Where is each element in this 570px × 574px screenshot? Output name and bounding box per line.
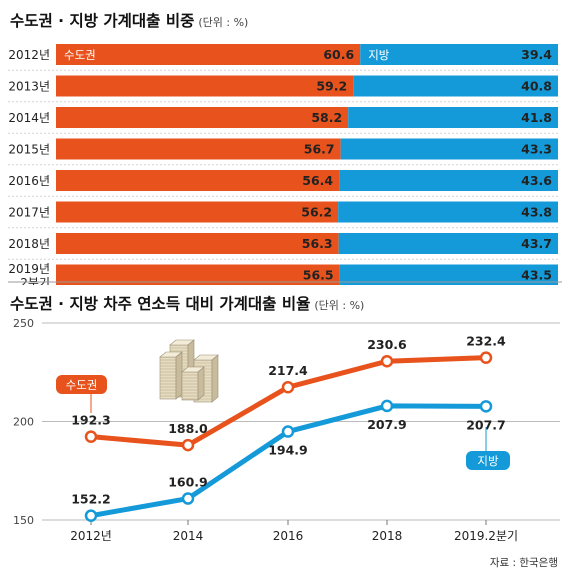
local-series-tag: 지방	[466, 427, 510, 470]
y-tick-label: 150	[13, 514, 34, 527]
capital-share-value: 56.7	[304, 142, 335, 157]
y-tick-label: 200	[13, 416, 34, 429]
local-share-bar	[348, 107, 558, 128]
money-stack-icon	[159, 339, 219, 403]
local-share-bar	[338, 201, 558, 223]
capital-ratio-value: 230.6	[367, 337, 407, 352]
capital-series-tag: 수도권	[56, 375, 107, 413]
local-share-value: 43.7	[521, 236, 552, 251]
local-ratio-point	[281, 425, 295, 438]
capital-ratio-value: 217.4	[268, 363, 308, 378]
x-tick-label: 2014	[173, 529, 204, 543]
local-share-value: 43.6	[521, 173, 552, 188]
bar-category-label: 2015년	[8, 143, 50, 157]
bar-category-label: 2019년	[8, 262, 50, 276]
local-ratio-point	[181, 492, 195, 505]
local-ratio-line	[90, 403, 487, 519]
capital-legend-label: 수도권	[64, 48, 96, 62]
capital-share-value: 58.2	[311, 110, 342, 125]
local-share-value: 39.4	[521, 47, 552, 62]
capital-ratio-point	[281, 380, 295, 394]
source-note: 자료 : 한국은행	[489, 557, 558, 569]
local-ratio-point	[479, 400, 493, 413]
local-share-bar	[340, 138, 558, 160]
share-bar-chart: 2012년 60.6 39.4 수도권 지방 2013년 59.2 40.8 2014년 58.2…	[8, 44, 562, 285]
capital-share-bar	[56, 201, 339, 223]
local-ratio-value: 207.9	[367, 417, 407, 432]
local-share-bar	[338, 233, 558, 254]
capital-ratio-point	[181, 438, 195, 452]
money-stack-side	[175, 351, 183, 400]
local-ratio-value: 160.9	[168, 475, 208, 490]
capital-ratio-point	[479, 351, 493, 364]
capital-series-tag-label: 수도권	[66, 378, 98, 392]
bar-category-label: 2018년	[8, 237, 50, 251]
x-tick-label: 2012년	[70, 529, 112, 543]
local-ratio-value: 207.7	[466, 417, 506, 432]
capital-share-bar	[56, 138, 341, 160]
capital-share-bar	[56, 75, 354, 97]
local-share-value: 43.8	[521, 205, 552, 220]
capital-share-bar	[56, 44, 361, 65]
capital-share-value: 59.2	[316, 79, 347, 94]
local-share-bar	[339, 264, 558, 285]
local-ratio-value: 152.2	[71, 492, 111, 507]
bar-category-label: 2014년	[8, 111, 50, 125]
local-ratio-point	[380, 399, 394, 413]
local-share-bar	[353, 75, 558, 97]
x-tick-label: 2016	[273, 529, 304, 543]
x-tick-label: 2019.2분기	[454, 529, 518, 543]
capital-share-bar	[56, 170, 340, 191]
capital-ratio-value: 192.3	[71, 413, 111, 428]
local-share-value: 40.8	[521, 79, 552, 94]
local-series-tag-box	[466, 451, 510, 470]
local-ratio-point	[84, 509, 98, 522]
money-stack-side	[211, 354, 219, 403]
share-chart-title: 수도권 · 지방 가계대출 비중 (단위 : %)	[10, 12, 249, 30]
ratio-chart-title: 수도권 · 지방 차주 연소득 대비 가계대출 비율 (단위 : %)	[10, 295, 365, 313]
x-tick-label: 2018	[372, 529, 403, 543]
bar-category-label: 2016년	[8, 174, 50, 188]
capital-share-value: 56.4	[302, 173, 333, 188]
ratio-chart-unit: (단위 : %)	[314, 299, 365, 312]
capital-share-value: 56.2	[301, 205, 332, 220]
bar-category-label: 2012년	[8, 48, 50, 62]
capital-share-bar	[56, 233, 339, 254]
y-tick-label: 250	[13, 317, 34, 330]
local-share-bar	[339, 170, 558, 191]
capital-ratio-value: 188.0	[168, 421, 208, 436]
bar-category-label-line2: 2분기	[20, 276, 50, 285]
capital-ratio-value: 232.4	[466, 334, 506, 349]
capital-share-value: 56.5	[303, 268, 334, 283]
capital-series-tag-box	[56, 375, 107, 394]
local-share-value: 43.5	[521, 268, 552, 283]
share-chart-unit: (단위 : %)	[198, 16, 249, 29]
capital-ratio-point	[380, 354, 394, 368]
local-series-tag-label: 지방	[477, 454, 499, 468]
capital-share-value: 56.3	[302, 236, 333, 251]
bar-category-label: 2013년	[8, 80, 50, 94]
local-share-value: 43.3	[521, 142, 552, 157]
local-legend-label: 지방	[368, 48, 390, 62]
capital-ratio-point	[84, 430, 98, 443]
capital-share-bar	[56, 107, 349, 128]
local-share-value: 41.8	[521, 110, 552, 125]
local-ratio-value: 194.9	[268, 443, 308, 458]
local-share-bar	[360, 44, 558, 65]
capital-share-bar	[56, 264, 340, 285]
bar-category-label: 2017년	[8, 206, 50, 220]
money-stack-side	[197, 366, 205, 401]
capital-share-value: 60.6	[323, 47, 354, 62]
